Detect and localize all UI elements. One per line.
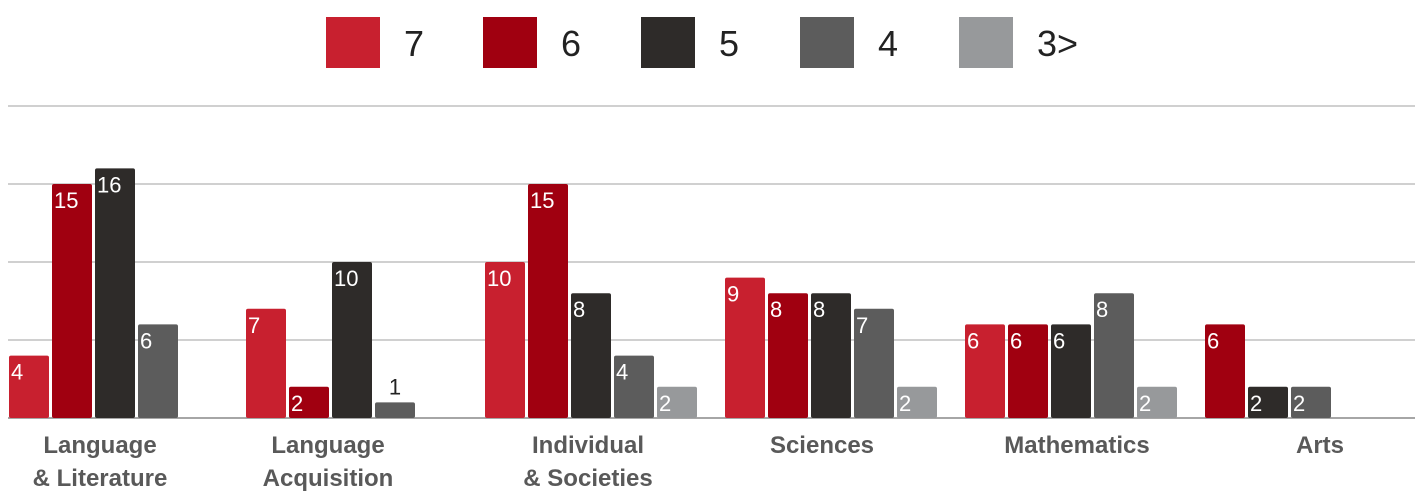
category-label-0-1: & Literature (33, 465, 168, 492)
category-label-2-0: Individual (532, 432, 644, 459)
bar-3-4 (897, 386, 937, 418)
bar-label-2-0: 10 (487, 266, 511, 291)
bar-label-0-3: 6 (140, 328, 152, 353)
bar-label-1-3: 1 (389, 374, 401, 399)
legend-swatch-1 (483, 17, 537, 68)
category-label-1-1: Acquisition (263, 465, 394, 492)
bar-label-2-1: 15 (530, 188, 554, 213)
bar-label-2-2: 8 (573, 297, 585, 322)
bar-4-2 (1051, 324, 1091, 418)
legend-swatch-2 (641, 17, 695, 68)
bar-0-1 (52, 184, 92, 418)
gridlines (8, 105, 1415, 419)
bar-2-0 (485, 262, 525, 418)
bar-4-4 (1137, 386, 1177, 418)
bar-label-4-4: 2 (1139, 391, 1151, 416)
bar-4-0 (965, 324, 1005, 418)
bar-3-2 (811, 293, 851, 418)
bar-3-3 (854, 308, 894, 418)
bar-label-4-0: 6 (967, 328, 979, 353)
bar-5-2 (1248, 386, 1288, 418)
bar-label-3-0: 9 (727, 282, 739, 307)
bar-label-5-2: 2 (1250, 391, 1262, 416)
bar-label-2-4: 2 (659, 391, 671, 416)
bar-1-1 (289, 386, 329, 418)
bar-4-1 (1008, 324, 1048, 418)
bar-label-1-1: 2 (291, 391, 303, 416)
category-label-1-0: Language (271, 432, 384, 459)
legend-label-1: 6 (561, 23, 581, 64)
legend-label-3: 4 (878, 23, 898, 64)
bar-1-3 (375, 402, 415, 418)
bar-label-0-0: 4 (11, 360, 23, 385)
bar-label-4-2: 6 (1053, 328, 1065, 353)
bar-1-2 (332, 262, 372, 418)
legend-label-4: 3> (1037, 23, 1078, 64)
legend-label-0: 7 (404, 23, 424, 64)
bar-0-3 (138, 324, 178, 418)
legend-swatch-0 (326, 17, 380, 68)
bar-label-4-3: 8 (1096, 297, 1108, 322)
bar-label-0-1: 15 (54, 188, 78, 213)
bar-label-1-2: 10 (334, 266, 358, 291)
category-label-2-1: & Societies (523, 465, 652, 492)
bar-label-3-2: 8 (813, 297, 825, 322)
bar-5-3 (1291, 386, 1331, 418)
legend: 7 6 5 4 3> (326, 17, 1078, 68)
bar-2-3 (614, 355, 654, 418)
legend-swatch-4 (959, 17, 1013, 68)
legend-label-2: 5 (719, 23, 739, 64)
legend-swatch-3 (800, 17, 854, 68)
bar-4-3 (1094, 293, 1134, 418)
bar-2-1 (528, 184, 568, 418)
bar-2-4 (657, 386, 697, 418)
bar-3-1 (768, 293, 808, 418)
bars: 4 15 16 6 7 2 10 1 10 15 8 4 2 9 8 8 7 2 6 6 6 8 2 6 2 2 (9, 168, 1331, 418)
bar-5-1 (1205, 324, 1245, 418)
bar-label-2-3: 4 (616, 360, 628, 385)
bar-label-5-1: 6 (1207, 328, 1219, 353)
category-axis: Language & Literature Language Acquisition I… (33, 432, 1344, 492)
category-label-5-0: Arts (1296, 432, 1344, 459)
bar-0-2 (95, 168, 135, 418)
category-label-4-0: Mathematics (1004, 432, 1149, 459)
bar-label-5-3: 2 (1293, 391, 1305, 416)
bar-2-2 (571, 293, 611, 418)
bar-0-0 (9, 355, 49, 418)
bar-label-3-1: 8 (770, 297, 782, 322)
category-label-0-0: Language (43, 432, 156, 459)
bar-label-3-3: 7 (856, 313, 868, 338)
bar-label-1-0: 7 (248, 313, 260, 338)
bar-label-0-2: 16 (97, 172, 121, 197)
category-label-3-0: Sciences (770, 432, 874, 459)
bar-label-3-4: 2 (899, 391, 911, 416)
bar-1-0 (246, 308, 286, 418)
bar-3-0 (725, 277, 765, 418)
bar-label-4-1: 6 (1010, 328, 1022, 353)
